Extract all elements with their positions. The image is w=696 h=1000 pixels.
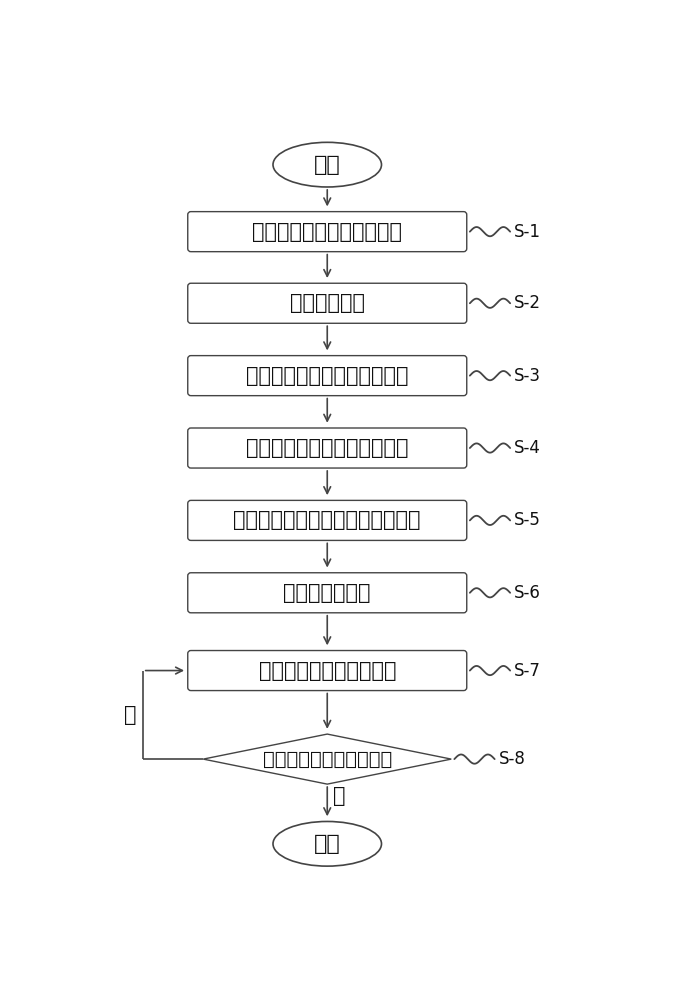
Text: 建立橡胶块的三维几何模型: 建立橡胶块的三维几何模型 <box>252 222 402 242</box>
Text: 否: 否 <box>124 705 136 725</box>
Text: 建立带帘线的橡胶块网格模型: 建立带帘线的橡胶块网格模型 <box>246 366 409 386</box>
FancyBboxPatch shape <box>188 428 467 468</box>
Text: S-7: S-7 <box>514 662 541 680</box>
Text: S-6: S-6 <box>514 584 541 602</box>
Text: S-8: S-8 <box>498 750 525 768</box>
Text: 温度场分析结果是否合理: 温度场分析结果是否合理 <box>262 750 392 769</box>
FancyBboxPatch shape <box>188 356 467 396</box>
Text: S-2: S-2 <box>514 294 541 312</box>
Text: S-5: S-5 <box>514 511 541 529</box>
FancyBboxPatch shape <box>188 283 467 323</box>
FancyBboxPatch shape <box>188 212 467 252</box>
Text: S-3: S-3 <box>514 367 541 385</box>
Text: 建立网格模型: 建立网格模型 <box>290 293 365 313</box>
Text: 是: 是 <box>333 786 345 806</box>
Text: 计算节点生热率: 计算节点生热率 <box>283 583 371 603</box>
FancyBboxPatch shape <box>188 651 467 691</box>
FancyBboxPatch shape <box>188 573 467 613</box>
Text: 结束: 结束 <box>314 834 340 854</box>
FancyBboxPatch shape <box>188 500 467 540</box>
Text: 提取橡胶块的单元应变能密度: 提取橡胶块的单元应变能密度 <box>246 438 409 458</box>
Text: 对橡胶块进行温度场分析: 对橡胶块进行温度场分析 <box>258 661 396 681</box>
Ellipse shape <box>273 821 381 866</box>
Polygon shape <box>203 734 451 784</box>
Text: S-1: S-1 <box>514 223 541 241</box>
Ellipse shape <box>273 142 381 187</box>
Text: 开始: 开始 <box>314 155 340 175</box>
Text: S-4: S-4 <box>514 439 541 457</box>
Text: 精确计算橡胶块节点的应变能密度: 精确计算橡胶块节点的应变能密度 <box>233 510 421 530</box>
